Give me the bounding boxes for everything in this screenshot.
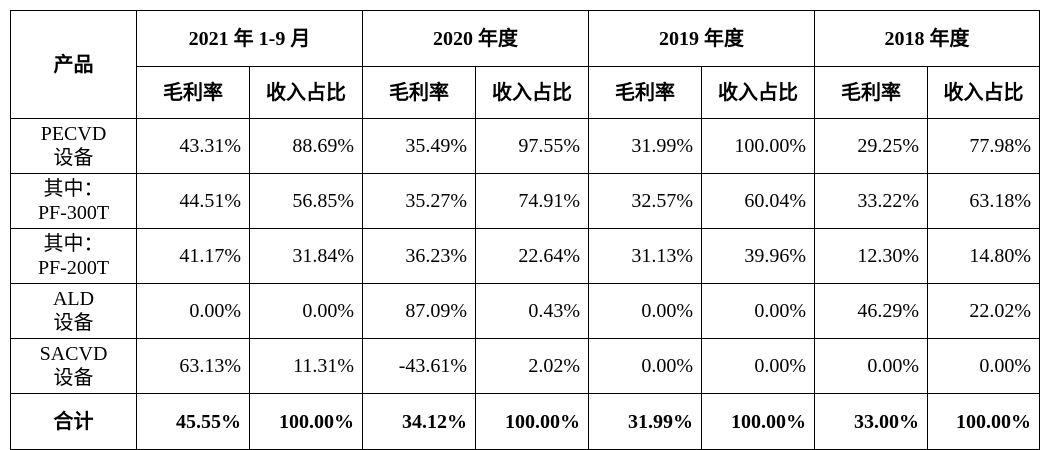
product-cell: SACVD 设备 bbox=[10, 338, 137, 394]
period-header-2021-q1-q3: 2021 年 1-9 月 bbox=[135, 10, 364, 67]
value-cell: 44.51% bbox=[136, 173, 250, 229]
total-value-cell: 100.00% bbox=[927, 393, 1041, 450]
total-value-cell: 34.12% bbox=[362, 393, 477, 450]
value-cell: 31.13% bbox=[588, 228, 703, 284]
value-cell: 11.31% bbox=[248, 338, 364, 394]
value-cell: 12.30% bbox=[814, 228, 929, 284]
value-cell: 77.98% bbox=[927, 118, 1041, 174]
value-cell: 63.18% bbox=[927, 173, 1041, 229]
value-cell: 74.91% bbox=[475, 173, 590, 229]
product-name-line2: 设备 bbox=[53, 312, 94, 334]
value-cell: 29.25% bbox=[814, 118, 929, 174]
product-name-line2: PF-300T bbox=[37, 202, 110, 224]
product-cell: ALD 设备 bbox=[10, 283, 137, 339]
value-cell: 22.02% bbox=[927, 283, 1041, 339]
product-name-line1: 其中： bbox=[43, 233, 104, 255]
product-name-line2: PF-200T bbox=[37, 257, 110, 279]
product-name-line1: PECVD bbox=[40, 123, 107, 145]
value-cell: 46.29% bbox=[814, 283, 929, 339]
product-cell: PECVD 设备 bbox=[10, 118, 137, 174]
value-cell: 35.27% bbox=[362, 173, 477, 229]
table-row: ALD 设备 0.00% 0.00% 87.09% 0.43% 0.00% 0.0… bbox=[10, 283, 1041, 339]
total-value-cell: 33.00% bbox=[814, 393, 929, 450]
total-value-cell: 100.00% bbox=[475, 393, 590, 450]
value-cell: 56.85% bbox=[248, 173, 364, 229]
total-value-cell: 31.99% bbox=[588, 393, 703, 450]
value-cell: 0.00% bbox=[136, 283, 250, 339]
table-row: 其中： PF-300T 44.51% 56.85% 35.27% 74.91% 3… bbox=[10, 173, 1041, 229]
value-cell: 0.00% bbox=[927, 338, 1041, 394]
product-name-line1: SACVD bbox=[39, 343, 108, 365]
table-container: 产品 2021 年 1-9 月 2020 年度 2019 年度 2018 年度 … bbox=[10, 10, 1041, 450]
value-cell: 0.00% bbox=[701, 283, 816, 339]
product-cell: 其中： PF-300T bbox=[10, 173, 137, 229]
value-cell: 39.96% bbox=[701, 228, 816, 284]
sub-header-gross-margin: 毛利率 bbox=[814, 66, 929, 119]
product-name-line2: 设备 bbox=[53, 147, 94, 169]
value-cell: 43.31% bbox=[136, 118, 250, 174]
sub-header-revenue-share: 收入占比 bbox=[701, 66, 816, 119]
value-cell: 2.02% bbox=[475, 338, 590, 394]
value-cell: 31.99% bbox=[588, 118, 703, 174]
value-cell: 0.00% bbox=[701, 338, 816, 394]
product-header: 产品 bbox=[10, 10, 137, 119]
total-value-cell: 45.55% bbox=[136, 393, 250, 450]
value-cell: 14.80% bbox=[927, 228, 1041, 284]
sub-header-revenue-share: 收入占比 bbox=[475, 66, 590, 119]
product-cell: 其中： PF-200T bbox=[10, 228, 137, 284]
value-cell: 0.00% bbox=[588, 338, 703, 394]
value-cell: 36.23% bbox=[362, 228, 477, 284]
value-cell: 60.04% bbox=[701, 173, 816, 229]
table-row: PECVD 设备 43.31% 88.69% 35.49% 97.55% 31.9… bbox=[10, 118, 1041, 174]
period-header-2020: 2020 年度 bbox=[362, 10, 590, 67]
product-name-line2: 设备 bbox=[53, 367, 94, 389]
table-row: 其中： PF-200T 41.17% 31.84% 36.23% 22.64% 3… bbox=[10, 228, 1041, 284]
value-cell: 100.00% bbox=[701, 118, 816, 174]
value-cell: 0.00% bbox=[588, 283, 703, 339]
value-cell: 35.49% bbox=[362, 118, 477, 174]
value-cell: 33.22% bbox=[814, 173, 929, 229]
total-value-cell: 100.00% bbox=[248, 393, 364, 450]
sub-header-gross-margin: 毛利率 bbox=[136, 66, 250, 119]
sub-header-revenue-share: 收入占比 bbox=[248, 66, 364, 119]
table-row: SACVD 设备 63.13% 11.31% -43.61% 2.02% 0.00… bbox=[10, 338, 1041, 394]
sub-header-revenue-share: 收入占比 bbox=[927, 66, 1041, 119]
sub-header-gross-margin: 毛利率 bbox=[362, 66, 477, 119]
value-cell: 63.13% bbox=[136, 338, 250, 394]
total-row: 合计 45.55% 100.00% 34.12% 100.00% 31.99% … bbox=[10, 393, 1041, 450]
header-row-periods: 产品 2021 年 1-9 月 2020 年度 2019 年度 2018 年度 bbox=[10, 10, 1041, 119]
value-cell: 41.17% bbox=[136, 228, 250, 284]
period-header-2019: 2019 年度 bbox=[588, 10, 816, 67]
product-name-line1: 其中： bbox=[43, 178, 104, 200]
value-cell: 22.64% bbox=[475, 228, 590, 284]
total-label: 合计 bbox=[10, 393, 137, 450]
total-value-cell: 100.00% bbox=[701, 393, 816, 450]
value-cell: 0.43% bbox=[475, 283, 590, 339]
gross-margin-table: 产品 2021 年 1-9 月 2020 年度 2019 年度 2018 年度 … bbox=[10, 10, 1041, 450]
value-cell: -43.61% bbox=[362, 338, 477, 394]
value-cell: 32.57% bbox=[588, 173, 703, 229]
header-row-metrics: 毛利率 收入占比 毛利率 收入占比 毛利率 收入占比 毛利率 收入占比 bbox=[11, 66, 1041, 119]
value-cell: 0.00% bbox=[814, 338, 929, 394]
period-header-2018: 2018 年度 bbox=[814, 10, 1041, 67]
value-cell: 0.00% bbox=[248, 283, 364, 339]
value-cell: 97.55% bbox=[475, 118, 590, 174]
value-cell: 87.09% bbox=[362, 283, 477, 339]
sub-header-gross-margin: 毛利率 bbox=[588, 66, 703, 119]
value-cell: 88.69% bbox=[248, 118, 364, 174]
product-name-line1: ALD bbox=[52, 288, 95, 310]
value-cell: 31.84% bbox=[248, 228, 364, 284]
